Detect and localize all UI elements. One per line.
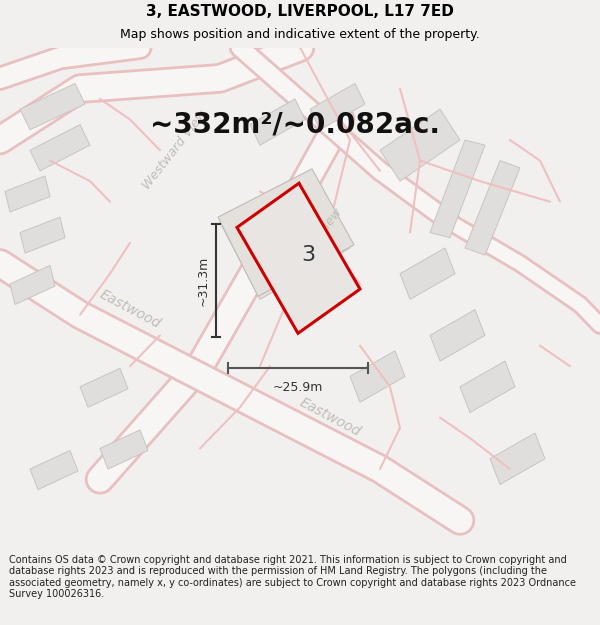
Polygon shape — [430, 309, 485, 361]
Text: 3, EASTWOOD, LIVERPOOL, L17 7ED: 3, EASTWOOD, LIVERPOOL, L17 7ED — [146, 4, 454, 19]
Text: Contains OS data © Crown copyright and database right 2021. This information is : Contains OS data © Crown copyright and d… — [9, 554, 576, 599]
Text: Westward View: Westward View — [275, 206, 345, 290]
Polygon shape — [460, 361, 515, 413]
Text: Map shows position and indicative extent of the property.: Map shows position and indicative extent… — [120, 28, 480, 41]
Polygon shape — [465, 161, 520, 255]
Polygon shape — [20, 84, 85, 130]
Text: Eastwood: Eastwood — [97, 288, 163, 332]
Text: ~31.3m: ~31.3m — [197, 256, 210, 306]
Text: 3: 3 — [301, 245, 315, 265]
Polygon shape — [237, 183, 360, 333]
Polygon shape — [10, 266, 55, 304]
Polygon shape — [100, 430, 148, 469]
Polygon shape — [400, 248, 455, 299]
Text: Eastwood: Eastwood — [297, 396, 363, 439]
Polygon shape — [30, 451, 78, 489]
Polygon shape — [310, 84, 365, 130]
Polygon shape — [218, 169, 354, 296]
Polygon shape — [350, 351, 405, 402]
Polygon shape — [250, 99, 305, 145]
Polygon shape — [490, 433, 545, 484]
Text: ~25.9m: ~25.9m — [273, 381, 323, 394]
Polygon shape — [220, 171, 350, 299]
Text: Westward View: Westward View — [140, 108, 210, 192]
Polygon shape — [380, 109, 460, 181]
Polygon shape — [20, 217, 65, 253]
Polygon shape — [80, 368, 128, 408]
Polygon shape — [430, 140, 485, 238]
Polygon shape — [30, 124, 90, 171]
Polygon shape — [5, 176, 50, 212]
Text: ~332m²/~0.082ac.: ~332m²/~0.082ac. — [150, 111, 440, 139]
